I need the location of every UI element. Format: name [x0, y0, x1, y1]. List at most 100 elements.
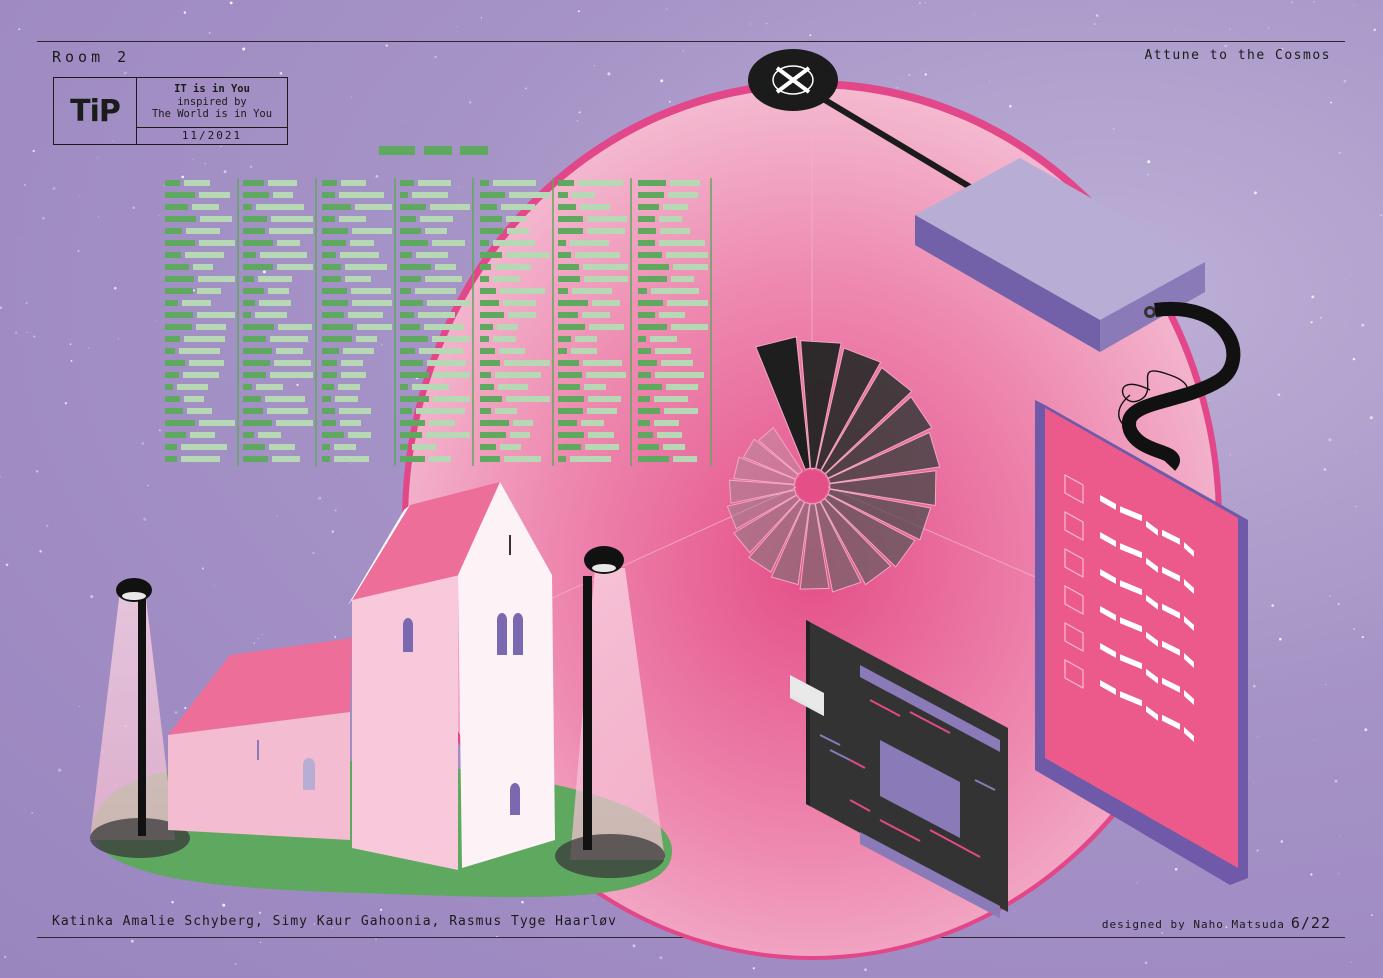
green-bar: [400, 216, 416, 222]
green-bar: [322, 396, 331, 402]
green-bar: [400, 384, 408, 390]
tablet-mark: [1120, 617, 1142, 633]
green-bar: [165, 408, 183, 414]
green-bar: [571, 348, 597, 354]
green-bar: [243, 372, 266, 378]
green-bar: [400, 336, 428, 342]
green-bar: [198, 276, 235, 282]
green-bar: [400, 204, 426, 210]
green-bar: [433, 396, 470, 402]
tip-logo: TiP: [54, 78, 137, 144]
green-bar: [638, 300, 663, 306]
green-bar: [341, 360, 363, 366]
light-beams: [90, 568, 665, 878]
fan-wedge: [820, 366, 913, 475]
tablet-mark: [1120, 691, 1142, 707]
green-bar: [480, 420, 509, 426]
green-bar: [341, 372, 366, 378]
green-bar: [654, 396, 688, 402]
tip-line-3: The World is in You: [151, 108, 273, 120]
green-bar: [480, 384, 494, 390]
green-bar: [322, 456, 330, 462]
green-bar: [420, 216, 453, 222]
tablet-mark: [1146, 594, 1158, 610]
green-bar: [165, 324, 192, 330]
green-bar: [165, 192, 195, 198]
green-bar: [558, 300, 588, 306]
green-bar: [558, 276, 580, 282]
fan-wedge: [824, 493, 916, 568]
green-bar: [666, 252, 708, 258]
tablet-mark: [1100, 680, 1116, 695]
green-bar: [654, 420, 679, 426]
green-bar: [650, 336, 677, 342]
green-bar: [181, 456, 220, 462]
green-bar: [558, 180, 574, 186]
green-bar: [670, 180, 700, 186]
green-bar: [243, 264, 273, 270]
green-bar: [663, 444, 685, 450]
green-bar: [638, 396, 650, 402]
green-bar: [558, 228, 583, 234]
green-bar: [575, 336, 597, 342]
tablet-mark: [1100, 643, 1116, 658]
green-bar: [400, 444, 408, 450]
green-bar: [345, 276, 371, 282]
green-bar: [339, 408, 371, 414]
green-bar: [165, 204, 188, 210]
green-bar: [243, 180, 264, 186]
top-dashes: [379, 146, 488, 155]
green-bar: [419, 348, 463, 354]
green-bar: [638, 180, 666, 186]
green-bar: [589, 324, 624, 330]
green-bar: [340, 420, 361, 426]
green-bar: [480, 396, 502, 402]
green-bar: [350, 240, 374, 246]
green-bar-pattern: [165, 178, 712, 466]
tablet-mark: [1100, 606, 1116, 621]
subtitle-label: Attune to the Cosmos: [1144, 48, 1331, 63]
green-bar: [558, 372, 582, 378]
green-bar: [501, 204, 535, 210]
green-bar: [500, 288, 545, 294]
green-bar: [663, 204, 688, 210]
green-bar: [322, 192, 335, 198]
green-bar: [243, 336, 266, 342]
green-bar: [243, 456, 268, 462]
green-bar: [322, 408, 335, 414]
green-bar: [412, 192, 448, 198]
green-bar: [184, 396, 204, 402]
green-bar: [243, 252, 256, 258]
green-bar: [348, 432, 371, 438]
fan-wedge: [728, 479, 795, 504]
tablet-mark: [1184, 542, 1194, 558]
green-bar: [503, 300, 536, 306]
green-bar: [270, 336, 308, 342]
green-bar: [184, 180, 210, 186]
green-bar: [182, 300, 211, 306]
green-bar: [558, 432, 584, 438]
green-bar: [578, 180, 623, 186]
green-bar: [341, 180, 366, 186]
green-bar: [243, 408, 263, 414]
green-bar: [558, 264, 579, 270]
green-bar: [584, 384, 606, 390]
green-bar: [165, 252, 181, 258]
green-bar: [335, 396, 358, 402]
green-bar: [480, 324, 493, 330]
x-icon-dish: [748, 49, 972, 190]
green-bar: [165, 420, 195, 426]
checkbox-icon: [1064, 473, 1084, 505]
tablet-mark: [1146, 705, 1158, 721]
green-bar: [400, 324, 420, 330]
green-bar: [575, 252, 620, 258]
green-bar: [638, 420, 650, 426]
green-bar: [493, 276, 520, 282]
fan-wedge: [819, 498, 892, 586]
green-bar: [322, 324, 353, 330]
green-bar: [638, 228, 656, 234]
green-bar: [334, 444, 356, 450]
fan-wedge: [799, 503, 830, 590]
green-bar: [638, 288, 647, 294]
checkbox-icon: [1064, 621, 1084, 653]
